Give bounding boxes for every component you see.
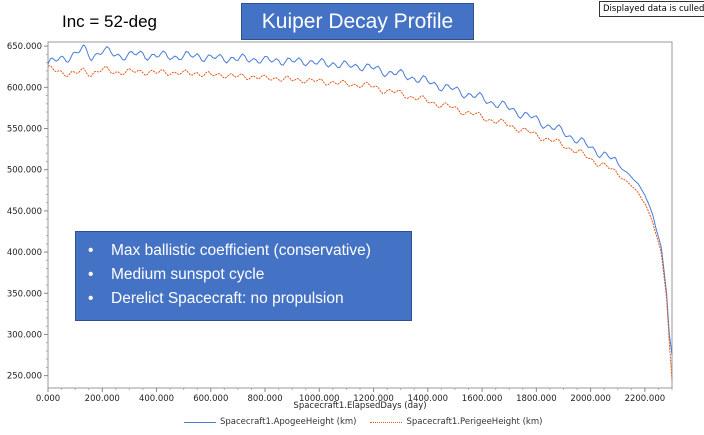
x-tick-label: 1200.000 bbox=[353, 394, 394, 404]
y-tick-label: 250.000 bbox=[7, 372, 42, 382]
series-line-apogee bbox=[47, 44, 673, 356]
x-tick-label: 2200.000 bbox=[625, 394, 666, 404]
legend-label-apogee: Spacecraft1.ApogeeHeight (km) bbox=[220, 417, 357, 427]
x-tick-label: 400.000 bbox=[139, 394, 174, 404]
x-tick-label: 2000.000 bbox=[570, 394, 611, 404]
assumptions-callout: Max ballistic coefficient (conservative)… bbox=[75, 231, 412, 321]
assumption-item: Derelict Spacecraft: no propulsion bbox=[86, 288, 411, 312]
y-tick-label: 500.000 bbox=[7, 166, 42, 176]
x-axis-label: Spacecraft1.ElapsedDays (day) bbox=[293, 401, 426, 411]
x-tick-label: 1000.000 bbox=[299, 394, 340, 404]
series-layer bbox=[47, 44, 673, 380]
y-tick-label: 400.000 bbox=[7, 248, 42, 258]
legend-swatch-perigee bbox=[370, 421, 403, 423]
legend-swatch-apogee bbox=[184, 421, 216, 423]
x-tick-label: 1800.000 bbox=[516, 394, 557, 404]
x-tick-label: 1400.000 bbox=[408, 394, 449, 404]
y-tick-label: 450.000 bbox=[7, 207, 42, 217]
x-tick-label: 0.000 bbox=[36, 394, 60, 404]
y-tick-label: 600.000 bbox=[7, 83, 42, 93]
series-line-perigee bbox=[47, 65, 673, 380]
chart-legend: Spacecraft1.ApogeeHeight (km) Spacecraft… bbox=[184, 417, 556, 427]
plot-area bbox=[47, 41, 673, 389]
y-tick-label: 550.000 bbox=[7, 125, 42, 135]
y-tick-label: 350.000 bbox=[7, 289, 42, 299]
x-tick-label: 600.000 bbox=[193, 394, 228, 404]
assumption-item: Medium sunspot cycle bbox=[86, 264, 411, 288]
x-axis: 0.000 200.000 400.000 600.000 800.000 1000.00… bbox=[36, 388, 673, 404]
legend-entry-perigee: Spacecraft1.PerigeeHeight (km) bbox=[370, 417, 542, 427]
y-axis: 250.000 300.000 350.000 400.000 450.000 500.0… bbox=[7, 42, 48, 382]
y-tick-label: 650.000 bbox=[7, 42, 42, 52]
assumption-item: Max ballistic coefficient (conservative) bbox=[86, 240, 411, 264]
x-tick-label: 1600.000 bbox=[462, 394, 503, 404]
x-tick-label: 800.000 bbox=[247, 394, 282, 404]
chart-title: Kuiper Decay Profile bbox=[241, 3, 474, 40]
inclination-label: Inc = 52-deg bbox=[62, 12, 157, 31]
x-tick-label: 200.000 bbox=[85, 394, 120, 404]
culled-data-notice: Displayed data is culled! bbox=[599, 1, 704, 17]
legend-label-perigee: Spacecraft1.PerigeeHeight (km) bbox=[406, 417, 543, 427]
y-tick-label: 300.000 bbox=[7, 330, 42, 340]
legend-entry-apogee: Spacecraft1.ApogeeHeight (km) bbox=[184, 417, 356, 427]
